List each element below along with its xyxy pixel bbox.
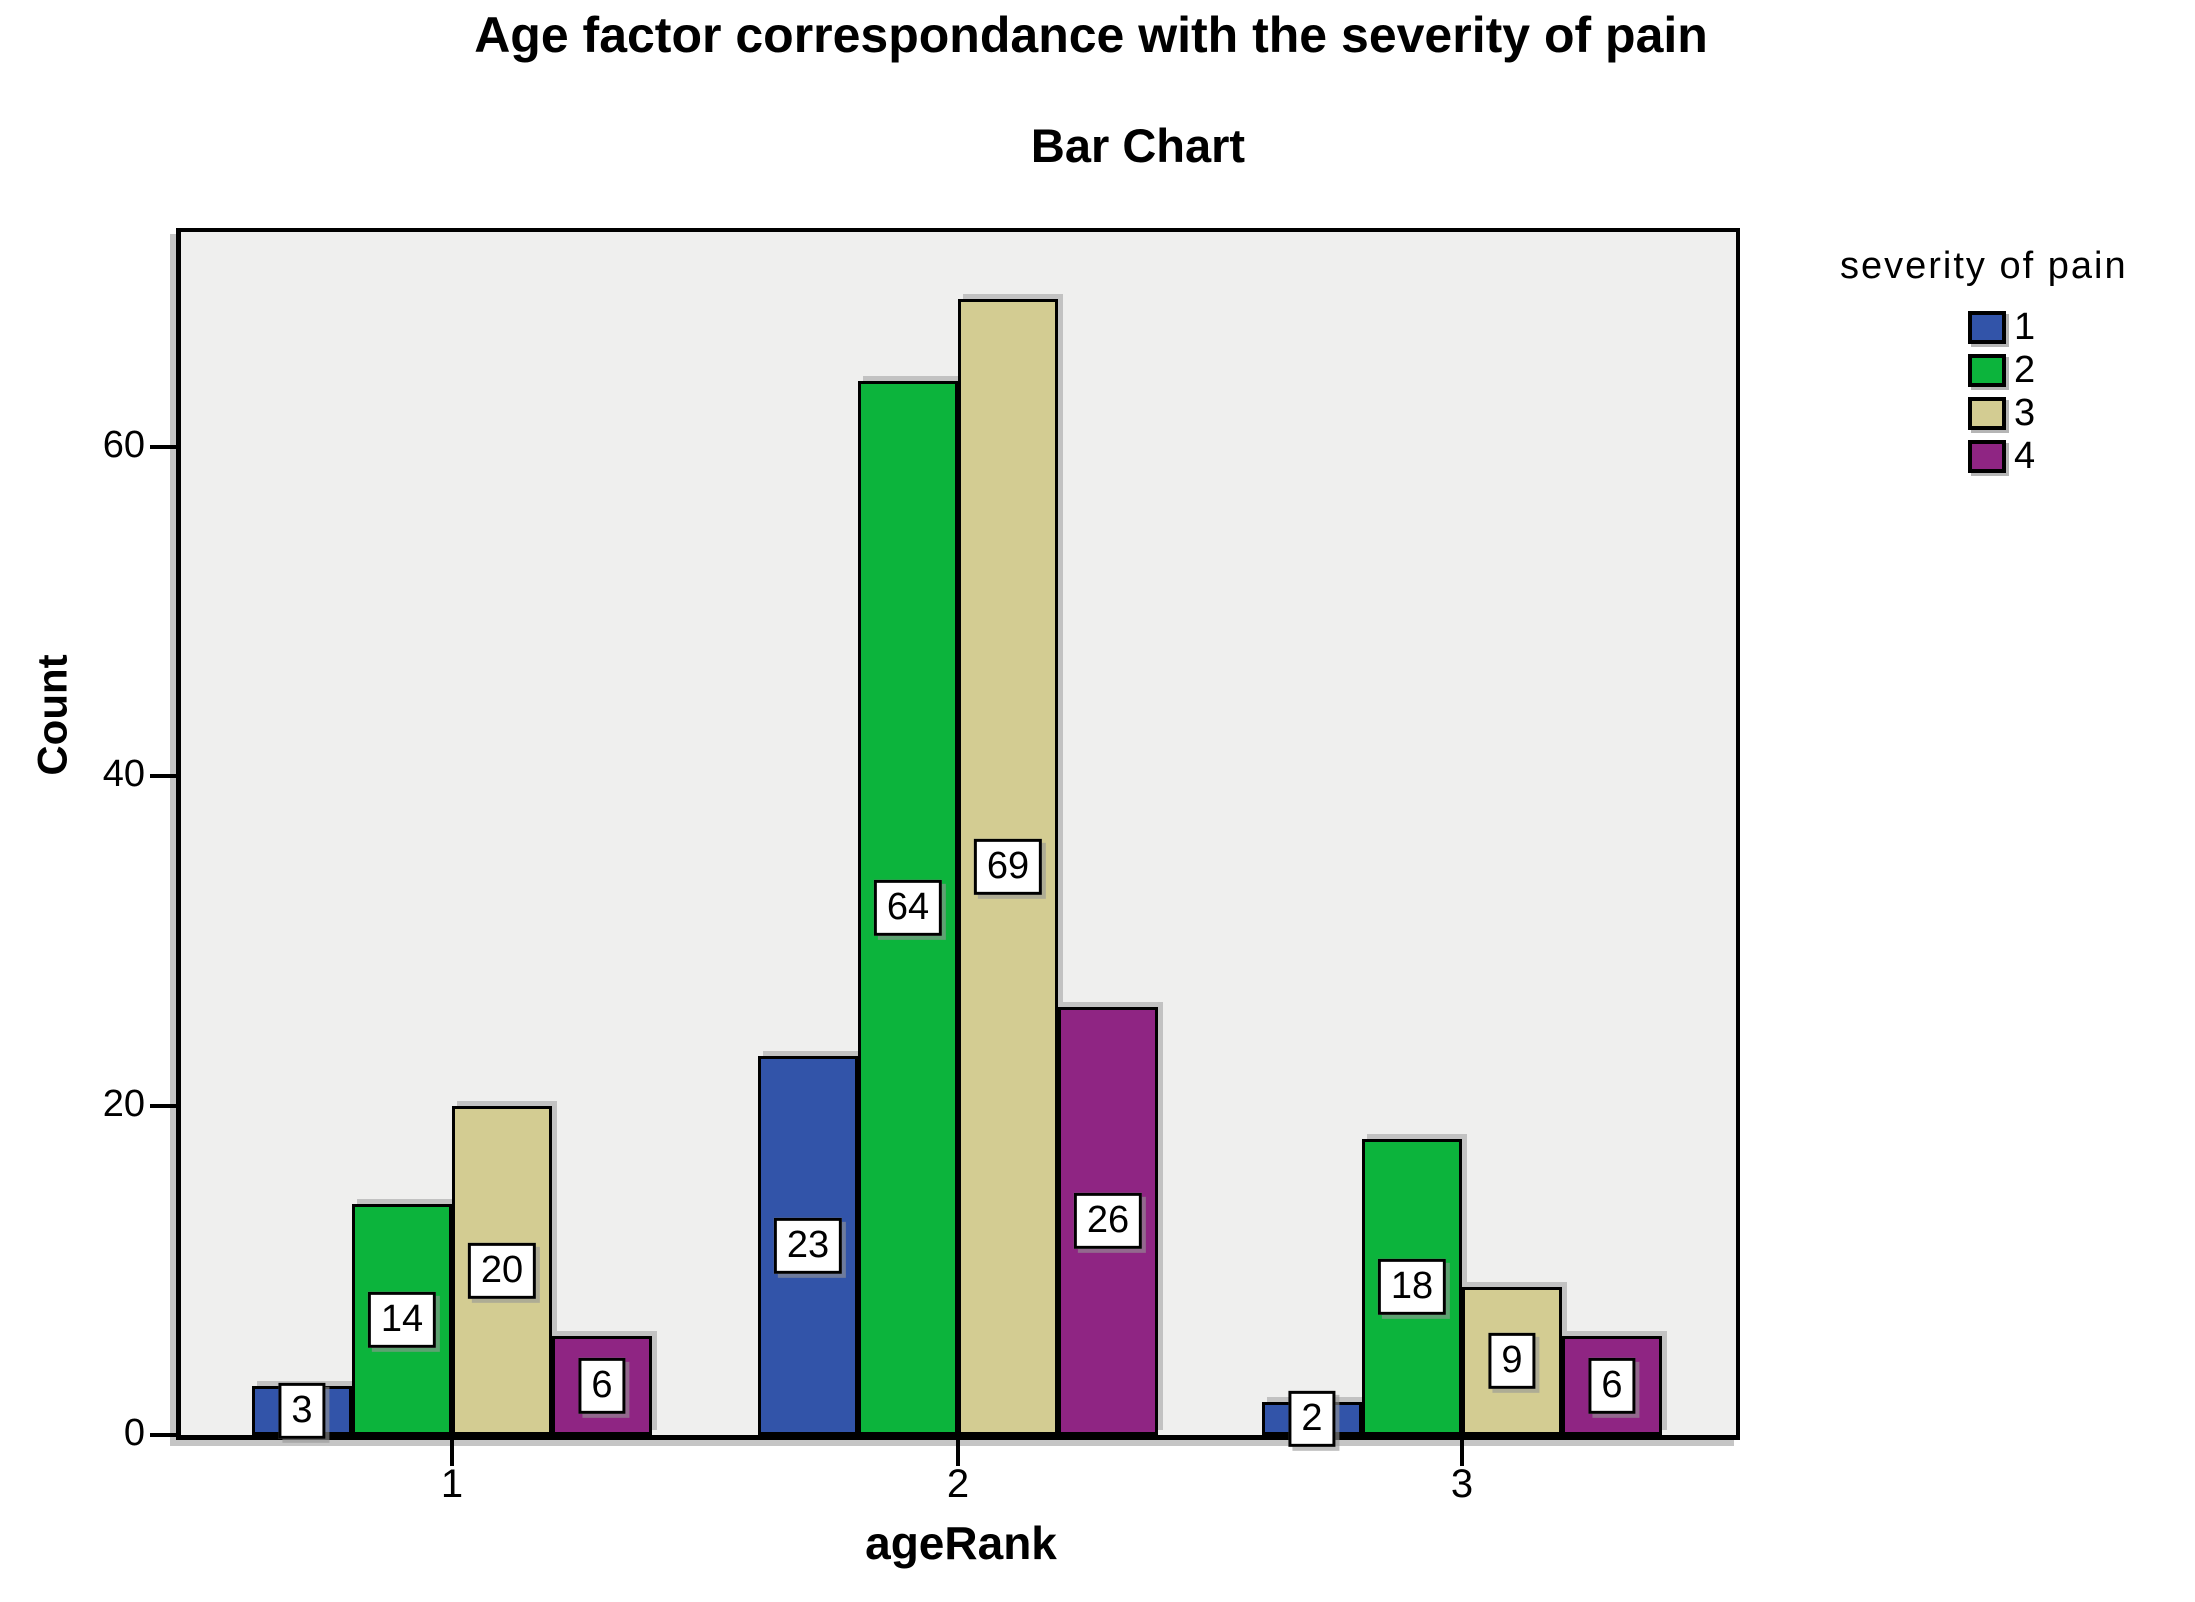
chart-subtitle: Bar Chart <box>1030 119 1246 172</box>
y-axis-tick <box>150 774 176 778</box>
x-axis-tick-label: 2 <box>946 1462 970 1506</box>
y-axis-tick-label: 0 <box>123 1412 145 1454</box>
y-axis-tick <box>150 1433 176 1437</box>
legend-item: 1 <box>1968 306 2128 349</box>
legend-item-label: 1 <box>2014 306 2036 348</box>
x-axis-tick-label: 3 <box>1450 1462 1474 1506</box>
x-axis-tick <box>956 1440 960 1466</box>
y-axis-title-container: Count <box>0 560 118 870</box>
legend-item-label: 3 <box>2014 392 2036 434</box>
bar-value-label: 2 <box>1288 1390 1336 1447</box>
bar-value-label: 3 <box>278 1382 326 1439</box>
x-axis-tick-label: 1 <box>440 1462 464 1506</box>
bar-value-label: 23 <box>773 1217 843 1274</box>
x-axis-tick <box>1460 1440 1464 1466</box>
x-axis-tick <box>450 1440 454 1466</box>
y-axis-tick <box>150 445 176 449</box>
y-axis-tick-label: 40 <box>102 753 145 795</box>
bar-value-label: 6 <box>578 1357 626 1414</box>
bar-value-label: 26 <box>1073 1193 1143 1249</box>
legend-item: 3 <box>1968 392 2128 435</box>
y-axis-tick-label: 60 <box>102 424 145 466</box>
legend-swatch <box>1968 311 2006 344</box>
legend-item: 2 <box>1968 349 2128 392</box>
chart-title: Age factor correspondance with the sever… <box>474 7 1708 63</box>
bar-value-label: 14 <box>367 1291 437 1348</box>
bar-value-label: 20 <box>467 1242 537 1299</box>
legend-swatch <box>1968 397 2006 430</box>
bars-layer: 3 23 2 14 64 18 20 69 9 6 26 6 <box>181 233 1735 1447</box>
legend-item-label: 2 <box>2014 349 2036 391</box>
bar-value-label: 18 <box>1377 1259 1447 1315</box>
y-axis-tick <box>150 1104 176 1108</box>
legend-item: 4 <box>1968 435 2128 478</box>
legend-item-label: 4 <box>2014 435 2036 477</box>
bar-value-label: 64 <box>873 880 943 936</box>
bar-value-label: 9 <box>1488 1333 1536 1389</box>
y-axis-tick-label: 20 <box>102 1083 145 1125</box>
legend-title: severity of pain <box>1840 245 2128 287</box>
legend-swatch <box>1968 440 2006 473</box>
bar-value-label: 69 <box>973 839 1043 895</box>
bar-value-label: 6 <box>1588 1357 1636 1414</box>
legend-swatch <box>1968 354 2006 387</box>
x-axis-title: ageRank <box>865 1517 1057 1569</box>
